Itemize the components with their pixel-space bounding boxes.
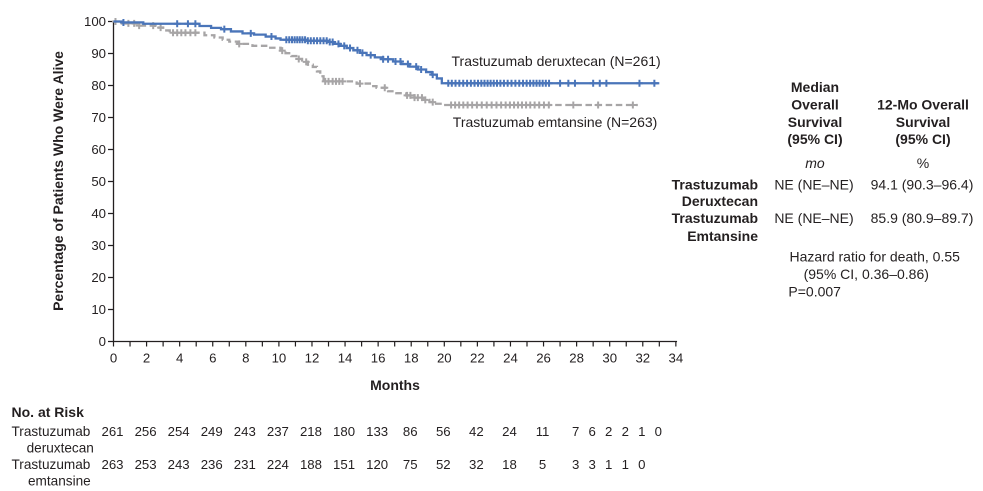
svg-text:263: 263 <box>101 457 123 472</box>
svg-text:Survival: Survival <box>896 114 950 130</box>
svg-text:Trastuzumab: Trastuzumab <box>12 457 91 472</box>
svg-text:Trastuzumab: Trastuzumab <box>672 177 758 193</box>
svg-text:70: 70 <box>91 110 106 125</box>
svg-text:Percentage of Patients Who Wer: Percentage of Patients Who Were Alive <box>50 51 66 311</box>
svg-text:18: 18 <box>404 351 419 366</box>
svg-text:deruxtecan: deruxtecan <box>27 441 94 456</box>
svg-text:12-Mo Overall: 12-Mo Overall <box>877 96 969 112</box>
svg-text:%: % <box>917 155 929 171</box>
svg-text:P=0.007: P=0.007 <box>788 283 841 299</box>
svg-text:237: 237 <box>267 424 289 439</box>
svg-text:85.9 (80.9–89.7): 85.9 (80.9–89.7) <box>871 210 974 226</box>
svg-text:emtansine: emtansine <box>28 474 91 486</box>
svg-text:No. at Risk: No. at Risk <box>12 404 85 420</box>
svg-text:30: 30 <box>91 238 106 253</box>
svg-text:253: 253 <box>135 457 157 472</box>
svg-text:3: 3 <box>572 457 579 472</box>
svg-text:Trastuzumab emtansine (N=263): Trastuzumab emtansine (N=263) <box>453 114 658 130</box>
svg-text:5: 5 <box>539 457 546 472</box>
svg-text:Deruxtecan: Deruxtecan <box>682 193 758 209</box>
svg-text:0: 0 <box>638 457 645 472</box>
svg-text:0: 0 <box>110 351 117 366</box>
svg-text:100: 100 <box>84 14 106 29</box>
svg-text:16: 16 <box>371 351 386 366</box>
svg-text:56: 56 <box>436 424 451 439</box>
svg-text:20: 20 <box>437 351 452 366</box>
svg-text:10: 10 <box>91 302 106 317</box>
svg-text:30: 30 <box>602 351 617 366</box>
svg-text:20: 20 <box>91 270 106 285</box>
svg-text:Hazard ratio for death, 0.55: Hazard ratio for death, 0.55 <box>790 249 961 265</box>
svg-text:256: 256 <box>135 424 157 439</box>
svg-text:1: 1 <box>605 457 612 472</box>
svg-text:261: 261 <box>101 424 123 439</box>
svg-text:3: 3 <box>588 457 595 472</box>
svg-text:249: 249 <box>201 424 223 439</box>
svg-text:2: 2 <box>605 424 612 439</box>
svg-text:218: 218 <box>300 424 322 439</box>
svg-text:32: 32 <box>469 457 484 472</box>
svg-text:86: 86 <box>403 424 418 439</box>
svg-text:(95% CI): (95% CI) <box>895 131 950 147</box>
svg-text:80: 80 <box>91 78 106 93</box>
svg-text:(95% CI, 0.36–0.86): (95% CI, 0.36–0.86) <box>804 266 929 282</box>
svg-text:11: 11 <box>536 424 550 439</box>
svg-text:Median: Median <box>791 79 839 95</box>
svg-text:28: 28 <box>569 351 584 366</box>
svg-text:0: 0 <box>99 334 106 349</box>
svg-text:94.1 (90.3–96.4): 94.1 (90.3–96.4) <box>871 177 974 193</box>
svg-text:133: 133 <box>366 424 388 439</box>
svg-text:24: 24 <box>503 351 518 366</box>
svg-text:254: 254 <box>168 424 190 439</box>
svg-text:90: 90 <box>91 46 106 61</box>
svg-text:22: 22 <box>470 351 485 366</box>
svg-text:75: 75 <box>403 457 418 472</box>
svg-text:mo: mo <box>805 155 825 171</box>
svg-text:Survival: Survival <box>788 114 842 130</box>
svg-text:Months: Months <box>370 377 420 393</box>
svg-text:50: 50 <box>91 174 106 189</box>
svg-text:NE (NE–NE): NE (NE–NE) <box>774 210 853 226</box>
svg-text:14: 14 <box>338 351 353 366</box>
svg-text:151: 151 <box>333 457 355 472</box>
svg-text:188: 188 <box>300 457 322 472</box>
svg-text:8: 8 <box>242 351 249 366</box>
svg-text:2: 2 <box>143 351 150 366</box>
svg-text:52: 52 <box>436 457 451 472</box>
svg-text:4: 4 <box>176 351 183 366</box>
svg-text:6: 6 <box>588 424 595 439</box>
svg-text:(95% CI): (95% CI) <box>787 131 842 147</box>
svg-text:7: 7 <box>572 424 579 439</box>
svg-text:26: 26 <box>536 351 551 366</box>
svg-text:236: 236 <box>201 457 223 472</box>
svg-text:60: 60 <box>91 142 106 157</box>
svg-text:Trastuzumab deruxtecan (N=261): Trastuzumab deruxtecan (N=261) <box>452 53 661 69</box>
svg-text:Overall: Overall <box>791 96 838 112</box>
svg-text:1: 1 <box>638 424 645 439</box>
svg-text:24: 24 <box>502 424 517 439</box>
svg-text:231: 231 <box>234 457 256 472</box>
svg-text:180: 180 <box>333 424 355 439</box>
svg-text:32: 32 <box>635 351 650 366</box>
svg-text:1: 1 <box>622 457 629 472</box>
svg-text:6: 6 <box>209 351 216 366</box>
svg-text:Trastuzumab: Trastuzumab <box>672 210 758 226</box>
svg-text:243: 243 <box>168 457 190 472</box>
svg-text:Trastuzumab: Trastuzumab <box>12 424 91 439</box>
svg-text:243: 243 <box>234 424 256 439</box>
svg-text:12: 12 <box>305 351 320 366</box>
svg-text:120: 120 <box>366 457 388 472</box>
svg-text:2: 2 <box>622 424 629 439</box>
svg-text:NE (NE–NE): NE (NE–NE) <box>774 177 853 193</box>
svg-text:0: 0 <box>655 424 662 439</box>
svg-text:40: 40 <box>91 206 106 221</box>
svg-text:Emtansine: Emtansine <box>687 228 758 244</box>
svg-text:42: 42 <box>469 424 484 439</box>
svg-text:18: 18 <box>502 457 517 472</box>
svg-text:224: 224 <box>267 457 289 472</box>
svg-text:34: 34 <box>669 351 684 366</box>
svg-text:10: 10 <box>272 351 287 366</box>
